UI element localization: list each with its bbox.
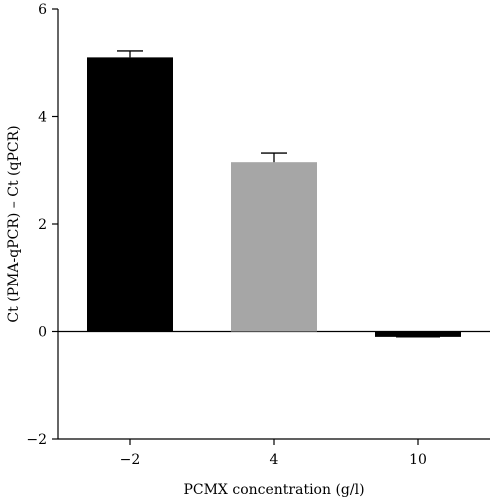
y-axis-title: Ct (PMA-qPCR) – Ct (qPCR)	[6, 125, 22, 322]
chart-labels: −2 0 2 4 6 −2 4 10 PCMX concentration (g/l) Ct (P…	[6, 2, 427, 498]
x-axis-title: PCMX concentration (g/l)	[183, 482, 364, 498]
y-tick-label-0: −2	[26, 432, 47, 448]
y-tick-label-3: 4	[38, 110, 47, 126]
bar-0	[87, 57, 173, 332]
x-tick-label-1: 4	[270, 452, 279, 468]
chart-error-bars	[117, 50, 440, 338]
chart-bars	[87, 57, 461, 337]
x-tick-label-2: 10	[409, 452, 427, 468]
bar-1	[231, 162, 317, 332]
y-tick-label-4: 6	[38, 2, 47, 18]
x-tick-label-0: −2	[120, 452, 141, 468]
y-tick-label-2: 2	[38, 217, 47, 233]
y-tick-label-1: 0	[38, 325, 47, 341]
